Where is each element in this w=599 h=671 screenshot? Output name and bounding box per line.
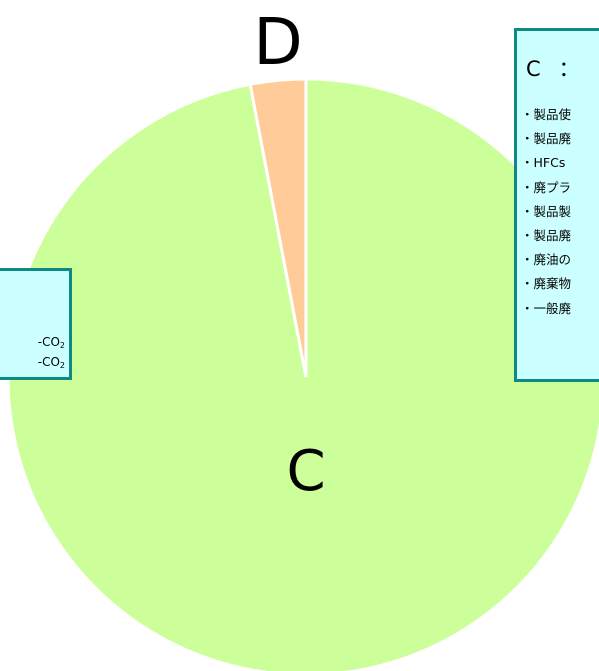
list-item: ・製品使: [521, 107, 572, 122]
slice-label-c: C: [286, 439, 325, 504]
slice-label-d: D: [253, 6, 302, 80]
pie-slice-d: [248, 77, 308, 378]
list-item: ・製品廃: [521, 227, 572, 243]
list-item: ・HFCs: [521, 155, 566, 171]
right-box-heading: C：: [526, 57, 580, 81]
list-item: ・製品製: [521, 203, 572, 219]
list-item: ・廃油の: [521, 252, 572, 268]
list-item: ・廃棄物: [521, 276, 572, 292]
list-item: ・一般廃: [521, 300, 572, 316]
list-item: ・製品廃: [521, 131, 572, 147]
right-box-list: ・製品使 ・製品廃 ・HFCs ・廃プラ ・製品製 ・製品廃 ・廃油の ・廃棄物…: [521, 103, 571, 321]
left-annotation-box: -CO2 -CO2: [0, 268, 72, 380]
left-box-line-2: -CO2: [37, 355, 65, 370]
left-box-line-1: -CO2: [37, 335, 65, 350]
list-item: ・廃プラ: [521, 179, 572, 195]
right-annotation-box: C： ・製品使 ・製品廃 ・HFCs ・廃プラ ・製品製 ・製品廃 ・廃油の ・…: [514, 28, 599, 382]
